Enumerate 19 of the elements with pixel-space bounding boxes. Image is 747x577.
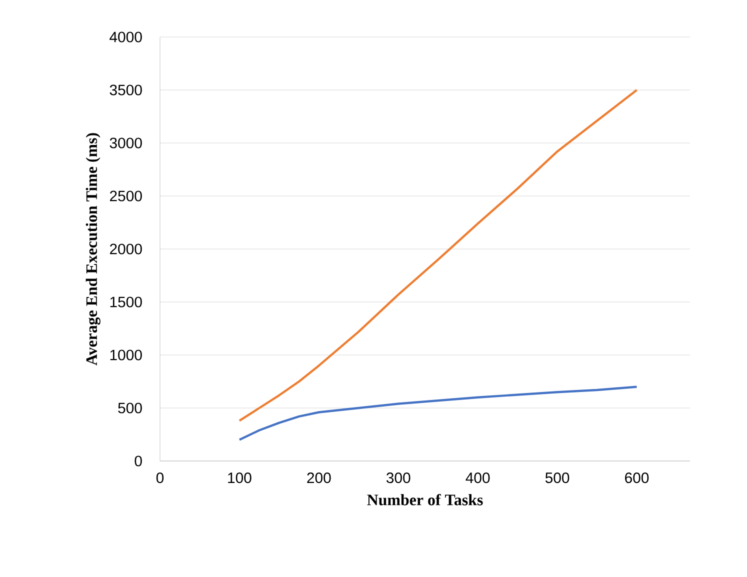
x-tick-label: 200 bbox=[307, 472, 331, 484]
x-tick-label: 400 bbox=[466, 472, 490, 484]
y-tick-label: 0 bbox=[134, 456, 142, 466]
x-tick-label: 500 bbox=[545, 472, 570, 484]
y-tick-label: 3000 bbox=[110, 138, 142, 148]
y-tick-label: 1000 bbox=[110, 350, 142, 360]
x-tick-label: 0 bbox=[156, 472, 164, 484]
y-tick-label: 2000 bbox=[110, 244, 142, 254]
y-tick-label: 3500 bbox=[110, 84, 142, 96]
y-tick-label: 4000 bbox=[110, 32, 142, 42]
y-tick-label: 500 bbox=[118, 402, 142, 414]
x-axis-title: Number of Tasks bbox=[367, 494, 483, 506]
x-tick-label: 100 bbox=[228, 472, 252, 484]
y-tick-label: 2500 bbox=[110, 190, 142, 202]
line-series bbox=[238, 88, 638, 422]
y-tick-label: 1500 bbox=[110, 296, 142, 308]
x-tick-label: 300 bbox=[386, 472, 410, 484]
y-axis-title: Average End Execution Time (ms) bbox=[86, 133, 100, 366]
x-tick-label: 600 bbox=[625, 472, 649, 484]
